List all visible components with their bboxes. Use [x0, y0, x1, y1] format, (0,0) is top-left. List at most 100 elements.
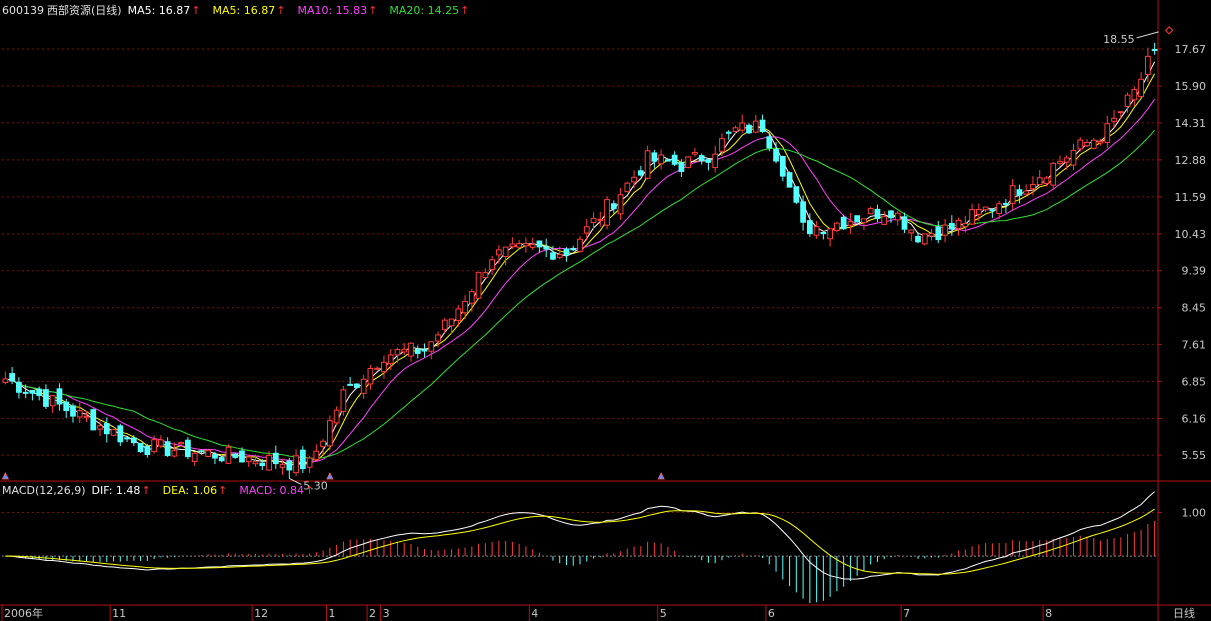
x-tick-label: 6 — [768, 607, 775, 620]
candle-body — [637, 170, 644, 176]
candle — [529, 237, 536, 250]
candle-body — [1016, 189, 1023, 196]
candle-body — [529, 243, 536, 248]
candle — [861, 218, 867, 230]
x-tick-label: 4 — [531, 607, 538, 620]
candle-body — [198, 450, 205, 453]
candle — [766, 133, 773, 152]
candle-body — [22, 391, 29, 394]
candle-body — [705, 159, 712, 163]
candle-body — [523, 243, 529, 247]
y-tick-label: 17.67 — [1175, 43, 1207, 56]
candle — [205, 449, 212, 458]
candle-body — [354, 383, 360, 388]
candle-body — [97, 425, 103, 430]
y-tick-label: 9.39 — [1182, 265, 1207, 278]
candle-body — [725, 131, 732, 134]
candle — [665, 159, 671, 162]
candle-body — [502, 246, 509, 258]
candle — [847, 212, 854, 234]
candle-body — [394, 349, 401, 356]
candle — [70, 403, 76, 423]
candle — [1151, 42, 1158, 55]
candle-body — [908, 229, 915, 234]
candle-body — [915, 235, 921, 243]
candle — [921, 233, 928, 246]
candle-body — [685, 156, 692, 168]
candle — [867, 206, 874, 215]
candle-body — [563, 248, 570, 256]
candle — [955, 217, 962, 236]
candle — [854, 215, 861, 223]
candle — [779, 155, 786, 182]
candle-body — [164, 441, 171, 457]
candle — [164, 437, 171, 458]
candle-body — [509, 243, 516, 248]
candle — [658, 149, 664, 170]
candle-body — [658, 154, 664, 165]
candle-body — [435, 334, 441, 342]
candle-body — [1111, 117, 1117, 122]
candle-body — [597, 218, 604, 221]
candle-body — [408, 342, 414, 357]
stock-name: 西部资源(日线) — [47, 4, 122, 17]
candle — [266, 450, 272, 471]
candle-body — [536, 240, 543, 248]
candle — [63, 398, 70, 418]
event-marker-icon — [326, 472, 334, 480]
candle — [509, 237, 516, 249]
candle-body — [333, 409, 340, 424]
candle — [577, 235, 583, 253]
candle-body — [1036, 177, 1043, 186]
event-marker-icon — [657, 472, 665, 480]
candle — [1023, 184, 1030, 196]
candle — [354, 383, 360, 389]
candle-body — [340, 389, 347, 412]
candle-body — [124, 437, 130, 440]
candle-body — [103, 423, 110, 435]
candle — [962, 215, 969, 233]
candle — [144, 443, 151, 458]
candle-body — [70, 405, 76, 417]
candle — [137, 442, 144, 453]
y-tick-label: 11.59 — [1175, 191, 1207, 204]
candle — [252, 454, 259, 467]
candle — [1097, 138, 1104, 146]
candle — [157, 435, 164, 449]
candle — [915, 232, 921, 244]
candle-body — [861, 218, 867, 224]
candle-body — [157, 439, 164, 447]
candle-body — [543, 246, 550, 250]
candle-body — [610, 203, 617, 210]
candle — [49, 395, 56, 413]
candle-body — [1151, 48, 1158, 51]
event-marker-icon — [1, 472, 10, 480]
candle-body — [935, 226, 942, 241]
candle — [171, 442, 178, 458]
candle — [401, 342, 408, 356]
candle — [739, 114, 746, 133]
candle-body — [928, 233, 935, 237]
candle-body — [752, 120, 759, 133]
candle — [989, 208, 996, 219]
candle-body — [1077, 139, 1084, 150]
x-tick-label: 3 — [383, 607, 390, 620]
candle-body — [969, 209, 975, 225]
candle — [191, 452, 198, 466]
candle — [1070, 143, 1077, 171]
candle-body — [218, 457, 225, 462]
candle — [239, 447, 245, 463]
candle-body — [1138, 78, 1144, 98]
x-tick-label: 7 — [903, 607, 910, 620]
candle-body — [191, 452, 198, 462]
candle — [563, 247, 570, 262]
candle-body — [624, 182, 631, 193]
x-tick-label: 11 — [112, 607, 126, 620]
x-tick-label: 8 — [1045, 607, 1052, 620]
candle-body — [232, 453, 239, 458]
candle — [36, 386, 43, 401]
candle — [1016, 184, 1023, 204]
candle-body — [921, 233, 928, 245]
candle — [408, 342, 414, 362]
